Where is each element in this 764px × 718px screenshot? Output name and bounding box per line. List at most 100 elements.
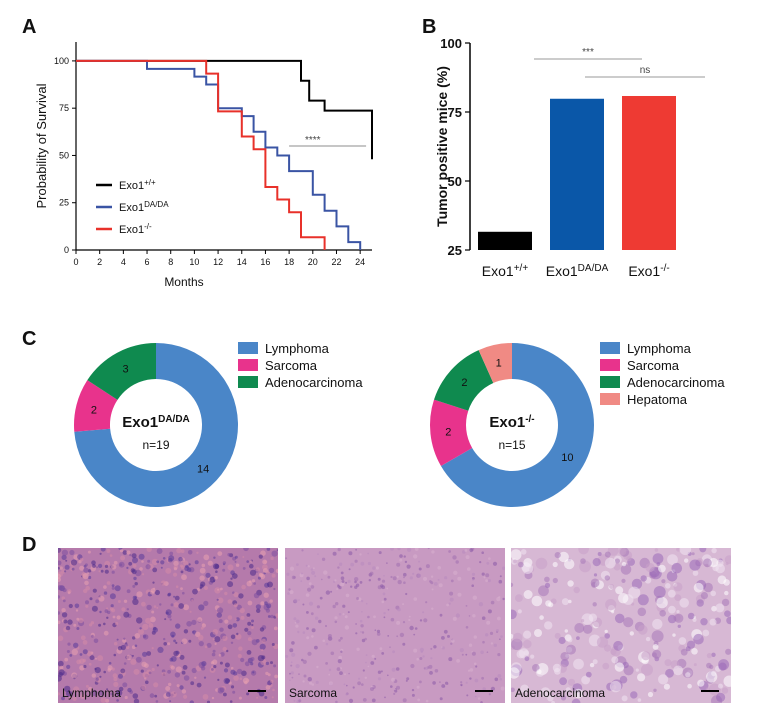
tissue-dot bbox=[413, 597, 418, 601]
tissue-dot bbox=[364, 637, 367, 641]
x-tick-label: 6 bbox=[145, 257, 150, 267]
tissue-dot bbox=[402, 698, 407, 703]
tissue-dot bbox=[94, 667, 97, 670]
tissue-dot bbox=[498, 579, 503, 584]
tissue-dot bbox=[133, 668, 140, 675]
tissue-dot bbox=[518, 561, 524, 568]
tissue-dot bbox=[243, 548, 249, 552]
tissue-dot bbox=[318, 619, 322, 624]
significance-label-0: *** bbox=[582, 47, 594, 58]
tissue-dot bbox=[76, 617, 80, 621]
tissue-dot bbox=[338, 655, 343, 660]
tissue-dot bbox=[560, 652, 570, 661]
tissue-dot bbox=[148, 671, 152, 675]
tissue-dot bbox=[291, 676, 294, 679]
tissue-dot bbox=[302, 659, 307, 664]
tissue-dot bbox=[684, 558, 689, 563]
tissue-dot bbox=[602, 662, 610, 670]
tissue-dot bbox=[100, 569, 104, 573]
tissue-dot bbox=[200, 626, 204, 630]
tissue-dot bbox=[130, 658, 137, 665]
tissue-dot bbox=[117, 646, 123, 651]
tissue-dot bbox=[370, 687, 374, 691]
tissue-dot bbox=[258, 554, 263, 559]
tissue-dot bbox=[238, 593, 244, 599]
tissue-dot bbox=[262, 559, 267, 565]
tissue-dot bbox=[313, 567, 315, 570]
tissue-dot bbox=[61, 608, 66, 613]
tissue-dot bbox=[438, 583, 443, 588]
tissue-dot bbox=[116, 699, 119, 702]
tissue-dot bbox=[497, 653, 501, 657]
tissue-dot bbox=[723, 675, 731, 687]
tissue-dot bbox=[188, 639, 192, 643]
tissue-dot bbox=[339, 671, 343, 675]
tissue-dot bbox=[181, 689, 187, 694]
tissue-dot bbox=[316, 605, 320, 609]
tissue-dot bbox=[143, 634, 149, 640]
tissue-dot bbox=[302, 603, 305, 606]
tissue-dot bbox=[696, 599, 704, 607]
tissue-dot bbox=[652, 618, 663, 630]
tissue-dot bbox=[336, 667, 341, 671]
tissue-dot bbox=[305, 564, 308, 567]
tissue-dot bbox=[259, 643, 266, 650]
histology-image-adenocarcinoma: Adenocarcinoma bbox=[511, 548, 731, 703]
y-tick-label: 75 bbox=[448, 105, 462, 120]
tissue-dot bbox=[498, 596, 501, 599]
tissue-dot bbox=[465, 605, 468, 607]
tissue-dot bbox=[637, 624, 648, 635]
tissue-dot bbox=[217, 597, 224, 604]
tissue-dot bbox=[417, 698, 421, 702]
tissue-dot bbox=[677, 624, 681, 628]
tissue-dot bbox=[305, 593, 310, 597]
tissue-dot bbox=[234, 618, 238, 621]
tissue-dot bbox=[630, 691, 638, 699]
tissue-dot bbox=[361, 683, 364, 686]
tissue-dot bbox=[186, 567, 192, 572]
tissue-dot bbox=[127, 687, 132, 693]
tissue-dot bbox=[73, 642, 79, 648]
tissue-dot bbox=[716, 559, 724, 567]
tissue-dot bbox=[350, 585, 353, 588]
tissue-dot bbox=[321, 557, 326, 561]
tissue-dot bbox=[566, 644, 576, 655]
tissue-dot bbox=[520, 549, 527, 555]
tissue-dot bbox=[132, 693, 139, 699]
tissue-dot bbox=[465, 626, 469, 629]
tissue-dot bbox=[132, 598, 139, 605]
tissue-dot bbox=[693, 633, 704, 645]
tissue-dot bbox=[619, 675, 628, 684]
tissue-dot bbox=[441, 684, 446, 688]
tissue-dot bbox=[250, 662, 254, 666]
tissue-dot bbox=[98, 623, 102, 627]
y-tick-label: 50 bbox=[448, 174, 462, 189]
tissue-dot bbox=[551, 700, 555, 703]
tissue-dot bbox=[465, 681, 468, 684]
donut-slice-0 bbox=[74, 343, 238, 507]
tissue-dot bbox=[271, 643, 275, 646]
y-tick-label: 0 bbox=[64, 245, 69, 255]
tissue-dot bbox=[354, 580, 357, 584]
tissue-dot bbox=[340, 576, 345, 580]
tissue-dot bbox=[191, 667, 197, 674]
tissue-dot bbox=[246, 692, 250, 696]
tissue-dot bbox=[69, 696, 73, 699]
tissue-dot bbox=[434, 669, 439, 673]
tissue-dot bbox=[96, 566, 99, 569]
tissue-dot bbox=[164, 618, 167, 621]
tissue-dot bbox=[244, 661, 250, 667]
tissue-dot bbox=[126, 654, 132, 661]
tissue-dot bbox=[693, 663, 697, 667]
tissue-dot bbox=[352, 686, 355, 689]
tissue-dot bbox=[257, 655, 265, 662]
tissue-dot bbox=[467, 669, 471, 672]
tissue-dot bbox=[178, 603, 185, 609]
tissue-dot bbox=[554, 552, 561, 559]
tissue-dot bbox=[377, 670, 382, 674]
tissue-dot bbox=[82, 640, 88, 645]
tissue-dot bbox=[654, 548, 659, 552]
tissue-dot bbox=[314, 575, 317, 578]
tissue-dot bbox=[411, 693, 415, 697]
tissue-dot bbox=[348, 551, 353, 556]
